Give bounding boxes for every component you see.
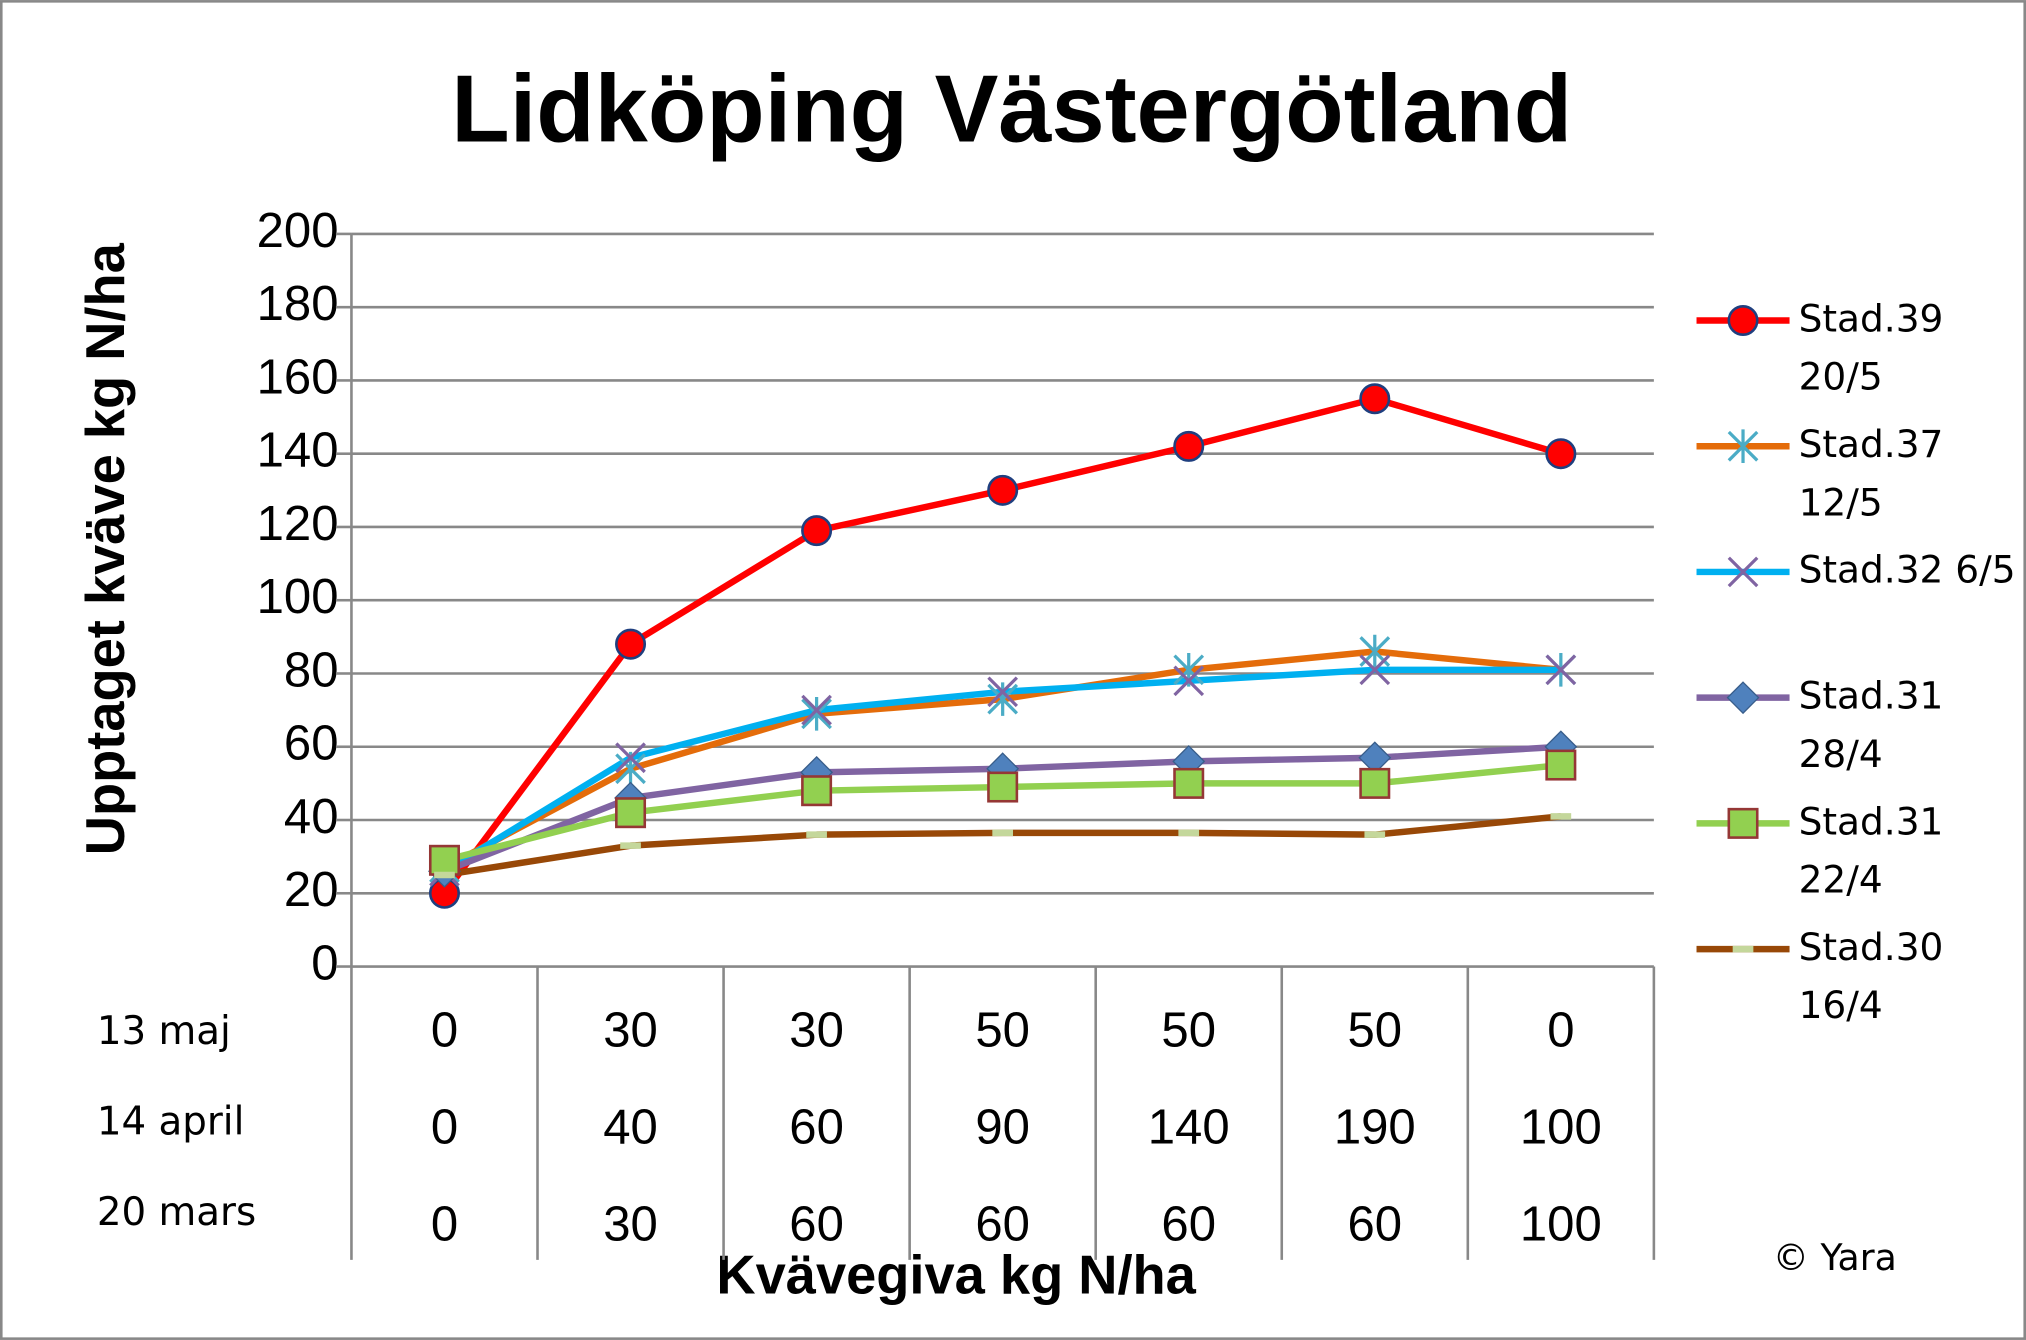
y-tick-label: 100 [257, 570, 339, 624]
legend-marker [1726, 681, 1760, 715]
y-tick-label: 40 [284, 790, 339, 844]
x-table-value: 60 [975, 1198, 1030, 1252]
x-table-value: 60 [1161, 1198, 1216, 1252]
x-table-value: 30 [789, 1004, 844, 1058]
point-marker [801, 694, 832, 726]
y-axis-label: Upptaget kväve kg N/ha [76, 242, 136, 855]
legend-label: Stad.31 22/4 [1799, 799, 1956, 901]
legend-marker [1727, 556, 1759, 588]
point-marker [1173, 430, 1205, 462]
x-table-value: 190 [1334, 1101, 1416, 1155]
x-table-value: 140 [1148, 1101, 1230, 1155]
point-marker [987, 676, 1019, 708]
point-marker [801, 515, 833, 547]
legend-label: Stad.31 28/4 [1799, 673, 1956, 775]
legend-marker [1727, 429, 1759, 464]
point-marker [1359, 654, 1391, 686]
point-marker [1545, 438, 1577, 470]
legend-label: Stad.30 16/4 [1799, 925, 1956, 1027]
y-tick-label: 160 [257, 350, 339, 404]
point-marker [615, 742, 646, 774]
x-axis-label: Kvävegiva kg N/ha [716, 1246, 1196, 1306]
y-tick-label: 140 [257, 424, 339, 478]
y-tick-label: 20 [284, 863, 339, 917]
point-marker [801, 696, 832, 731]
legend-marker [1727, 304, 1759, 336]
row-label: 13 maj [97, 1009, 231, 1054]
x-table-value: 50 [1347, 1004, 1402, 1058]
point-marker [1173, 665, 1205, 697]
chart-title: Lidköping Västergötland [451, 56, 1572, 163]
y-tick-label: 80 [284, 643, 339, 697]
legend-marker [1727, 807, 1759, 839]
point-marker [987, 474, 1019, 506]
x-table-value: 60 [1347, 1198, 1402, 1252]
x-table-value: 100 [1520, 1101, 1602, 1155]
point-marker [615, 628, 647, 660]
x-table-value: 0 [431, 1004, 458, 1058]
y-tick-label: 180 [257, 277, 339, 331]
y-tick-label: 200 [257, 204, 339, 258]
legend-label: Stad.37 12/5 [1799, 422, 1956, 524]
row-label: 20 mars [97, 1190, 256, 1235]
x-table-value: 0 [431, 1101, 458, 1155]
x-table-value: 40 [603, 1101, 658, 1155]
point-marker [428, 844, 460, 876]
x-table-value: 0 [1547, 1004, 1574, 1058]
x-table-value: 60 [789, 1198, 844, 1252]
point-marker [1173, 767, 1205, 799]
x-table-value: 0 [431, 1198, 458, 1252]
x-table-value: 50 [1161, 1004, 1216, 1058]
row-label: 14 april [97, 1100, 244, 1145]
x-table-value: 50 [975, 1004, 1030, 1058]
point-marker [1545, 654, 1577, 686]
x-table-value: 100 [1520, 1198, 1602, 1252]
point-marker [1359, 383, 1391, 415]
legend-label: Stad.39 20/5 [1799, 296, 1956, 398]
point-marker [615, 797, 647, 829]
y-tick-label: 0 [311, 937, 338, 991]
point-marker [1359, 767, 1391, 799]
x-table-value: 30 [603, 1198, 658, 1252]
point-marker [987, 682, 1019, 716]
y-tick-label: 120 [257, 497, 339, 551]
point-marker [987, 771, 1019, 803]
x-table-value: 30 [603, 1004, 658, 1058]
point-marker [1545, 749, 1577, 781]
point-marker [801, 775, 833, 807]
y-tick-label: 60 [284, 717, 339, 771]
x-table-value: 60 [789, 1101, 844, 1155]
copyright: © Yara [1773, 1236, 1897, 1279]
x-table-value: 90 [975, 1101, 1030, 1155]
legend-label: Stad.32 6/5 [1799, 547, 2016, 591]
